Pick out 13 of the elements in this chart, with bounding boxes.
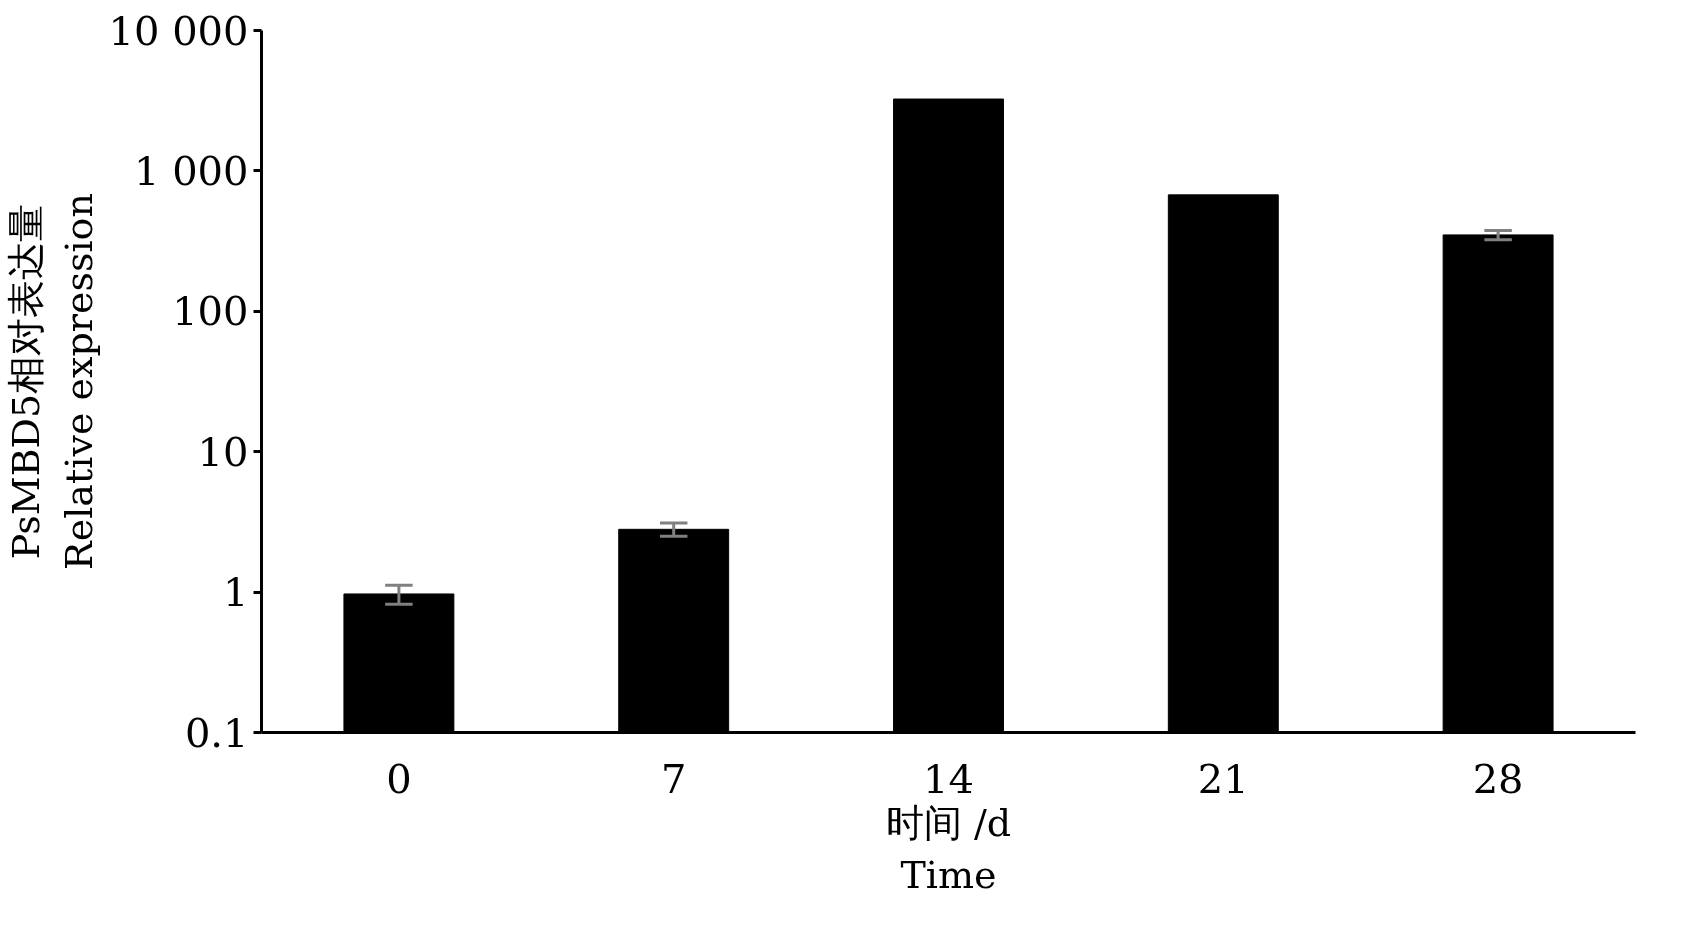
y-tick-label: 0.1	[184, 709, 249, 756]
y-tick-label: 10 000	[108, 7, 249, 54]
x-tick-label: 21	[1197, 755, 1249, 802]
y-tick-label: 1 000	[133, 147, 249, 194]
y-tick-label: 100	[172, 288, 249, 335]
x-tick-label: 0	[386, 755, 412, 802]
x-axis-title: 时间 /d Time	[885, 800, 1012, 898]
y-tick-label: 1	[223, 569, 249, 616]
x-tick-label: 14	[923, 755, 974, 802]
y-tick-label: 10	[197, 428, 249, 475]
x-tick-label: 28	[1472, 755, 1524, 802]
x-tick-label: 7	[660, 755, 687, 802]
y-axis-title: PsMBD5相对表达量 Relative expression	[3, 193, 101, 570]
